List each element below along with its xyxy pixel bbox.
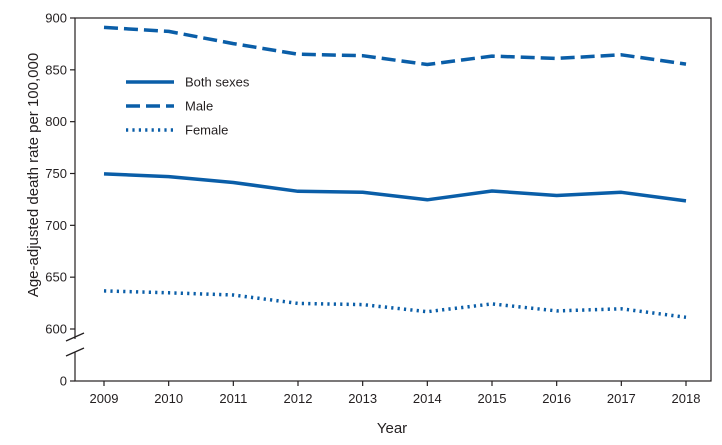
series-line-both-sexes: [103, 172, 687, 203]
y-tick-label: 800: [45, 114, 67, 129]
series-line-male: [103, 25, 687, 67]
y-tick-label: 650: [45, 270, 67, 285]
y-tick-label: 600: [45, 322, 67, 337]
y-tick-label: 850: [45, 62, 67, 77]
x-tick-label: 2010: [154, 391, 183, 406]
plot-frame: [74, 17, 712, 382]
axis-break-slash-lower: [65, 347, 85, 357]
x-tick-label: 2016: [542, 391, 571, 406]
axis-break-slash-upper: [65, 332, 85, 342]
axis-break-gap: [66, 339, 84, 352]
axis-break-marker: [65, 332, 85, 357]
y-tick-label: 750: [45, 166, 67, 181]
legend-label-both-sexes: Both sexes: [185, 75, 250, 90]
y-axis-title: Age-adjusted death rate per 100,000: [25, 53, 42, 297]
x-tick-label: 2009: [90, 391, 119, 406]
x-tick-label: 2017: [607, 391, 636, 406]
x-tick-label: 2018: [672, 391, 701, 406]
x-tick-label: 2012: [284, 391, 313, 406]
legend: Both sexes Male Female: [126, 75, 250, 138]
x-tick-label: 2015: [478, 391, 507, 406]
y-tick-label: 900: [45, 11, 67, 26]
x-tick-label: 2013: [348, 391, 377, 406]
legend-label-female: Female: [185, 123, 228, 138]
legend-label-male: Male: [185, 99, 213, 114]
series-line-female: [103, 289, 687, 320]
x-tick-label: 2011: [219, 391, 247, 406]
x-tick-label: 2014: [413, 391, 442, 406]
x-axis-title: Year: [377, 420, 407, 437]
y-tick-label: 700: [45, 218, 67, 233]
axes: 0 600 650 700 750 800 850 900 2009 2010 2011 2012 20…: [45, 11, 712, 406]
y-tick-label: 0: [60, 374, 67, 389]
series-lines: [103, 25, 687, 320]
